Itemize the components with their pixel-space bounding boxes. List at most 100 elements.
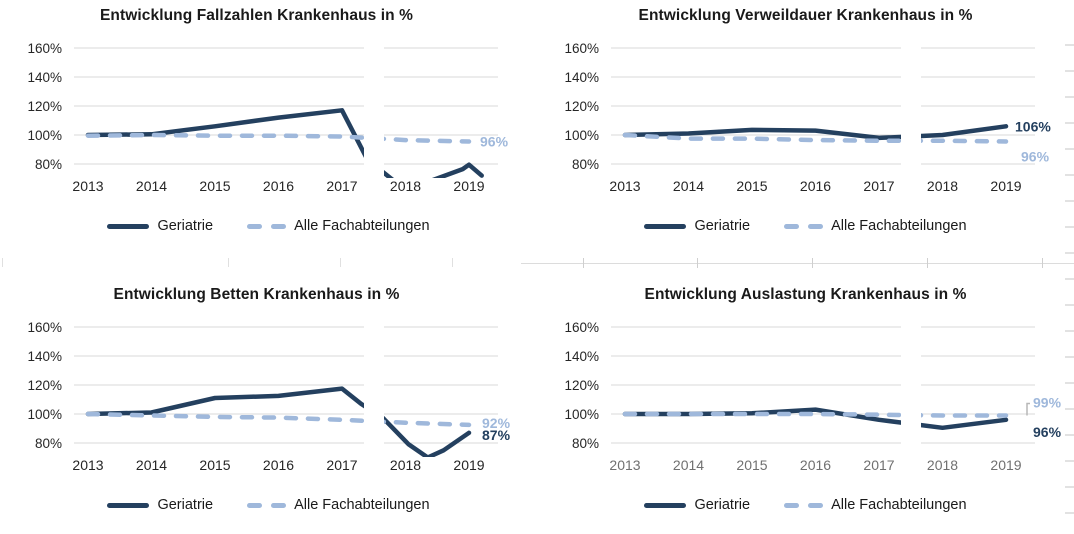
x-tick-label: 2015	[199, 457, 230, 473]
legend-label-alle-fachabteilungen: Alle Fachabteilungen	[294, 218, 430, 234]
series-line-alle-fachabteilungen	[622, 132, 1009, 144]
y-tick-label: 100%	[564, 128, 599, 143]
y-tick-label: 100%	[564, 407, 599, 422]
line-plot-verweildauer: 160% 140% 120% 100% 80% 2013 2014 2015 2016 2017 2…	[564, 39, 1051, 194]
data-label: 87%	[482, 427, 511, 443]
data-label: 96%	[1033, 424, 1062, 440]
legend-solid-line-swatch	[644, 223, 687, 229]
legend-label-geriatrie: Geriatrie	[157, 497, 214, 513]
y-tick-label: 80%	[572, 436, 599, 451]
legend-fallzahlen: Geriatrie Alle Fachabteilungen	[0, 218, 537, 234]
legend-label-alle-fachabteilungen: Alle Fachabteilungen	[831, 497, 967, 513]
y-tick-label: 140%	[27, 349, 62, 364]
legend-solid-line-swatch	[644, 502, 687, 508]
x-tick-label: 2016	[800, 457, 831, 473]
chart-title-betten: Entwicklung Betten Krankenhaus in %	[113, 286, 400, 303]
series-line-alle-fachabteilungen	[85, 132, 472, 144]
data-label: 106%	[1015, 118, 1051, 134]
y-tick-label: 140%	[564, 70, 599, 85]
x-tick-label: 2014	[136, 457, 167, 473]
legend-label-geriatrie: Geriatrie	[694, 497, 751, 513]
y-tick-label: 80%	[572, 157, 599, 172]
y-tick-label: 80%	[35, 157, 62, 172]
stitch-gap	[364, 39, 384, 180]
chart-title-fallzahlen: Entwicklung Fallzahlen Krankenhaus in %	[99, 7, 414, 24]
callout-line	[1026, 402, 1030, 416]
x-tick-label: 2014	[136, 178, 167, 194]
x-tick-label: 2014	[673, 457, 704, 473]
line-plot-fallzahlen: 160% 140% 120% 100% 80% 2013 2014 2015 2016 2017 2…	[27, 39, 509, 194]
x-tick-label: 2013	[72, 178, 103, 194]
x-tick-label: 2018	[390, 457, 421, 473]
legend-solid-line-swatch	[107, 502, 150, 508]
data-label: 92%	[482, 415, 511, 431]
legend-auslastung: Geriatrie Alle Fachabteilungen	[537, 497, 1074, 513]
x-tick-label: 2013	[609, 178, 640, 194]
series-line-alle-fachabteilungen	[85, 411, 472, 428]
chart-betten: Entwicklung Betten Krankenhaus in % 160%…	[0, 267, 537, 534]
x-tick-label: 2017	[863, 178, 894, 194]
series-line-geriatrie	[85, 386, 472, 457]
series-line-geriatrie	[622, 407, 1009, 431]
legend-dashed-line-swatch	[247, 502, 287, 508]
x-tick-label: 2019	[453, 457, 484, 473]
x-tick-label: 2017	[326, 457, 357, 473]
y-tick-label: 120%	[27, 99, 62, 114]
x-tick-label: 2017	[326, 178, 357, 194]
y-tick-label: 120%	[27, 378, 62, 393]
x-tick-label: 2019	[990, 178, 1021, 194]
data-label: 96%	[1021, 149, 1050, 165]
series-line-alle-fachabteilungen	[622, 411, 1009, 418]
legend-solid-line-swatch	[107, 223, 150, 229]
x-tick-label: 2016	[263, 178, 294, 194]
chart-title-verweildauer: Entwicklung Verweildauer Krankenhaus in …	[638, 7, 973, 24]
data-label: 96%	[480, 134, 509, 150]
legend-dashed-line-swatch	[784, 502, 824, 508]
series-line-geriatrie	[622, 124, 1009, 141]
x-tick-label: 2015	[736, 178, 767, 194]
x-tick-label: 2016	[800, 178, 831, 194]
x-tick-label: 2013	[72, 457, 103, 473]
x-tick-label: 2015	[736, 457, 767, 473]
y-tick-label: 160%	[564, 41, 599, 56]
legend-verweildauer: Geriatrie Alle Fachabteilungen	[537, 218, 1074, 234]
x-tick-label: 2015	[199, 178, 230, 194]
x-tick-label: 2018	[390, 178, 421, 194]
line-plot-betten: 160% 140% 120% 100% 80% 2013 2014 2015 2016 2017 2…	[27, 318, 511, 473]
y-tick-label: 120%	[564, 378, 599, 393]
chart-fallzahlen: Entwicklung Fallzahlen Krankenhaus in % …	[0, 0, 537, 267]
x-tick-label: 2018	[927, 178, 958, 194]
legend-label-geriatrie: Geriatrie	[694, 218, 751, 234]
x-tick-label: 2016	[263, 457, 294, 473]
y-tick-label: 140%	[564, 349, 599, 364]
y-tick-label: 160%	[27, 41, 62, 56]
chart-verweildauer: Entwicklung Verweildauer Krankenhaus in …	[537, 0, 1074, 267]
legend-betten: Geriatrie Alle Fachabteilungen	[0, 497, 537, 513]
y-tick-label: 160%	[564, 320, 599, 335]
legend-label-alle-fachabteilungen: Alle Fachabteilungen	[294, 497, 430, 513]
y-tick-label: 80%	[35, 436, 62, 451]
data-label: 99%	[1033, 394, 1062, 410]
y-tick-label: 100%	[27, 128, 62, 143]
x-tick-label: 2018	[927, 457, 958, 473]
x-tick-label: 2019	[990, 457, 1021, 473]
x-tick-label: 2014	[673, 178, 704, 194]
line-plot-auslastung: 160% 140% 120% 100% 80% 2013 2014 2015 2016 2017 2…	[564, 318, 1062, 473]
stitch-gap	[901, 318, 921, 459]
chart-auslastung: Entwicklung Auslastung Krankenhaus in % …	[537, 267, 1074, 534]
x-tick-label: 2019	[453, 178, 484, 194]
y-tick-label: 140%	[27, 70, 62, 85]
y-tick-label: 160%	[27, 320, 62, 335]
legend-dashed-line-swatch	[784, 223, 824, 229]
legend-label-alle-fachabteilungen: Alle Fachabteilungen	[831, 218, 967, 234]
stitch-gap	[364, 318, 384, 459]
series-line-geriatrie	[85, 108, 484, 178]
x-tick-label: 2017	[863, 457, 894, 473]
y-tick-label: 120%	[564, 99, 599, 114]
x-tick-label: 2013	[609, 457, 640, 473]
legend-dashed-line-swatch	[247, 223, 287, 229]
y-tick-label: 100%	[27, 407, 62, 422]
stitch-gap	[901, 39, 921, 180]
legend-label-geriatrie: Geriatrie	[157, 218, 214, 234]
